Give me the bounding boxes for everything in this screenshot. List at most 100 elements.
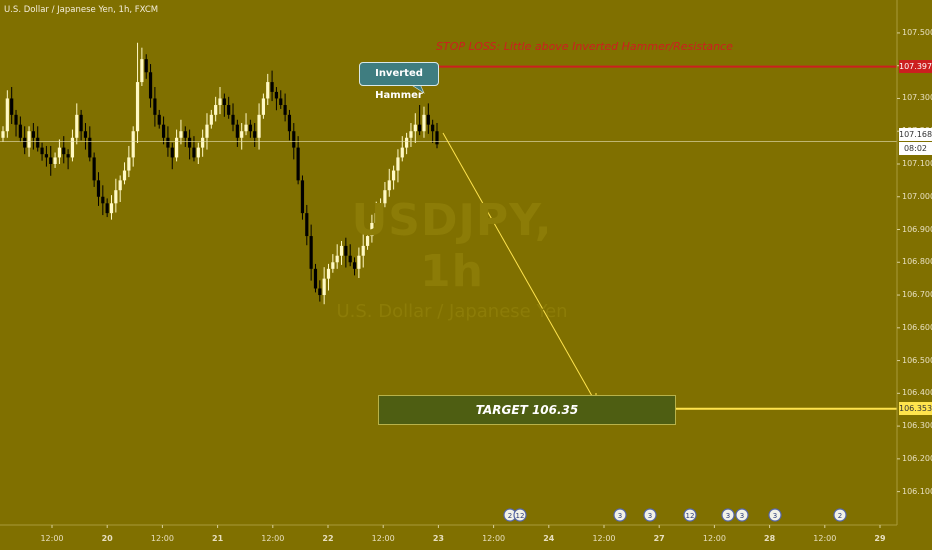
candle-body bbox=[244, 124, 248, 132]
candle-body bbox=[309, 236, 313, 269]
candle-body bbox=[305, 213, 309, 237]
candle-body bbox=[109, 203, 114, 214]
candle-body bbox=[31, 131, 35, 138]
candle-body bbox=[240, 131, 244, 138]
event-marker[interactable]: 12 bbox=[513, 508, 527, 522]
candle-body bbox=[5, 98, 9, 132]
event-marker-circle bbox=[833, 508, 847, 522]
candle-body bbox=[83, 131, 88, 138]
candle-body bbox=[357, 255, 361, 269]
candle-body bbox=[196, 147, 200, 158]
candle-body bbox=[261, 98, 265, 115]
candle-body bbox=[70, 137, 75, 158]
event-marker-circle bbox=[721, 508, 735, 522]
price-tick-label: 106.200 bbox=[902, 453, 932, 463]
inverted-hammer-callout[interactable]: Inverted Hammer bbox=[359, 62, 439, 101]
event-marker-count: 3 bbox=[740, 512, 744, 520]
event-marker-circle bbox=[643, 508, 657, 522]
candle-body bbox=[135, 82, 140, 132]
price-tick-label: 107.100 bbox=[902, 158, 932, 168]
candle-body bbox=[140, 59, 144, 83]
candle-body bbox=[292, 131, 296, 148]
candle-body bbox=[270, 82, 274, 92]
time-tick-label: 12:00 bbox=[702, 534, 726, 543]
candle-body bbox=[313, 268, 318, 289]
candle-body bbox=[66, 154, 70, 158]
candle-body bbox=[157, 114, 161, 125]
time-tick-label: 12:00 bbox=[592, 534, 616, 543]
candle-body bbox=[296, 147, 300, 181]
candle-body bbox=[127, 157, 131, 171]
candle-body bbox=[418, 124, 422, 132]
candle-body bbox=[335, 255, 339, 263]
candle-body bbox=[344, 245, 348, 256]
candle-body bbox=[153, 98, 157, 115]
event-marker[interactable]: 3 bbox=[721, 508, 735, 522]
price-tick-label: 106.400 bbox=[902, 388, 932, 398]
candle-body bbox=[57, 147, 62, 158]
candle-body bbox=[105, 203, 109, 214]
event-marker[interactable]: 3 bbox=[613, 508, 627, 522]
event-marker-count: 3 bbox=[773, 512, 777, 520]
candle-body bbox=[201, 137, 205, 148]
candle-body bbox=[214, 105, 218, 115]
event-marker[interactable]: 3 bbox=[643, 508, 657, 522]
time-tick-label: 22 bbox=[322, 534, 334, 543]
event-marker-count: 3 bbox=[648, 512, 652, 520]
candle-body bbox=[40, 147, 44, 155]
candle-body bbox=[23, 137, 27, 148]
candle-body bbox=[331, 262, 335, 269]
candle-body bbox=[79, 114, 83, 132]
candle-body bbox=[413, 124, 417, 132]
axes bbox=[0, 0, 900, 528]
candle-body bbox=[179, 131, 183, 138]
candle-body bbox=[422, 114, 426, 132]
candle-body bbox=[283, 105, 287, 115]
candle-body bbox=[18, 124, 22, 138]
projection-line bbox=[442, 132, 597, 404]
candle-body bbox=[326, 268, 331, 279]
candle-body bbox=[392, 170, 396, 181]
candle-body bbox=[209, 114, 213, 125]
candle-body bbox=[1, 131, 5, 138]
candle-body bbox=[92, 157, 96, 181]
candle-body bbox=[322, 278, 326, 296]
price-tick-label: 106.300 bbox=[902, 421, 932, 431]
candle-body bbox=[318, 288, 322, 296]
candle-body bbox=[257, 114, 261, 138]
price-tick-label: 107.000 bbox=[902, 191, 932, 201]
price-tick-label: 106.900 bbox=[902, 224, 932, 234]
event-marker-count: 2 bbox=[838, 512, 842, 520]
event-marker[interactable]: 3 bbox=[768, 508, 782, 522]
price-lines bbox=[0, 65, 897, 410]
target-box[interactable]: TARGET 106.35 bbox=[378, 394, 676, 425]
candle-body bbox=[188, 137, 192, 148]
stop-loss-label[interactable]: STOP LOSS: Little above Inverted Hammer/… bbox=[436, 40, 733, 53]
event-marker-count: 3 bbox=[726, 512, 730, 520]
time-tick-label: 20 bbox=[101, 534, 113, 543]
candle-body bbox=[96, 180, 101, 197]
event-marker-circle bbox=[513, 508, 527, 522]
candle-body bbox=[235, 124, 239, 138]
candle-body bbox=[192, 147, 196, 158]
countdown-badge: 08:02 bbox=[899, 142, 932, 156]
current-price-badge: 107.168 bbox=[899, 128, 932, 142]
event-markers[interactable]: 2 12 3 3 12 3 3 3 2 bbox=[503, 508, 847, 522]
candle-body bbox=[266, 82, 270, 99]
candle-body bbox=[378, 203, 383, 214]
event-marker[interactable]: 12 bbox=[683, 508, 697, 522]
candle-body bbox=[387, 180, 391, 191]
event-marker-count: 12 bbox=[516, 512, 525, 520]
time-tick-label: 24 bbox=[543, 534, 555, 543]
event-marker[interactable]: 3 bbox=[735, 508, 749, 522]
event-marker[interactable]: 2 bbox=[833, 508, 847, 522]
candle-body bbox=[170, 147, 174, 158]
candle-body bbox=[75, 114, 79, 138]
candle-body bbox=[231, 114, 235, 125]
candle-body bbox=[222, 98, 226, 106]
price-tick-label: 106.600 bbox=[902, 322, 932, 332]
candle-body bbox=[339, 245, 344, 256]
target-price-badge: 106.353 bbox=[899, 402, 932, 416]
